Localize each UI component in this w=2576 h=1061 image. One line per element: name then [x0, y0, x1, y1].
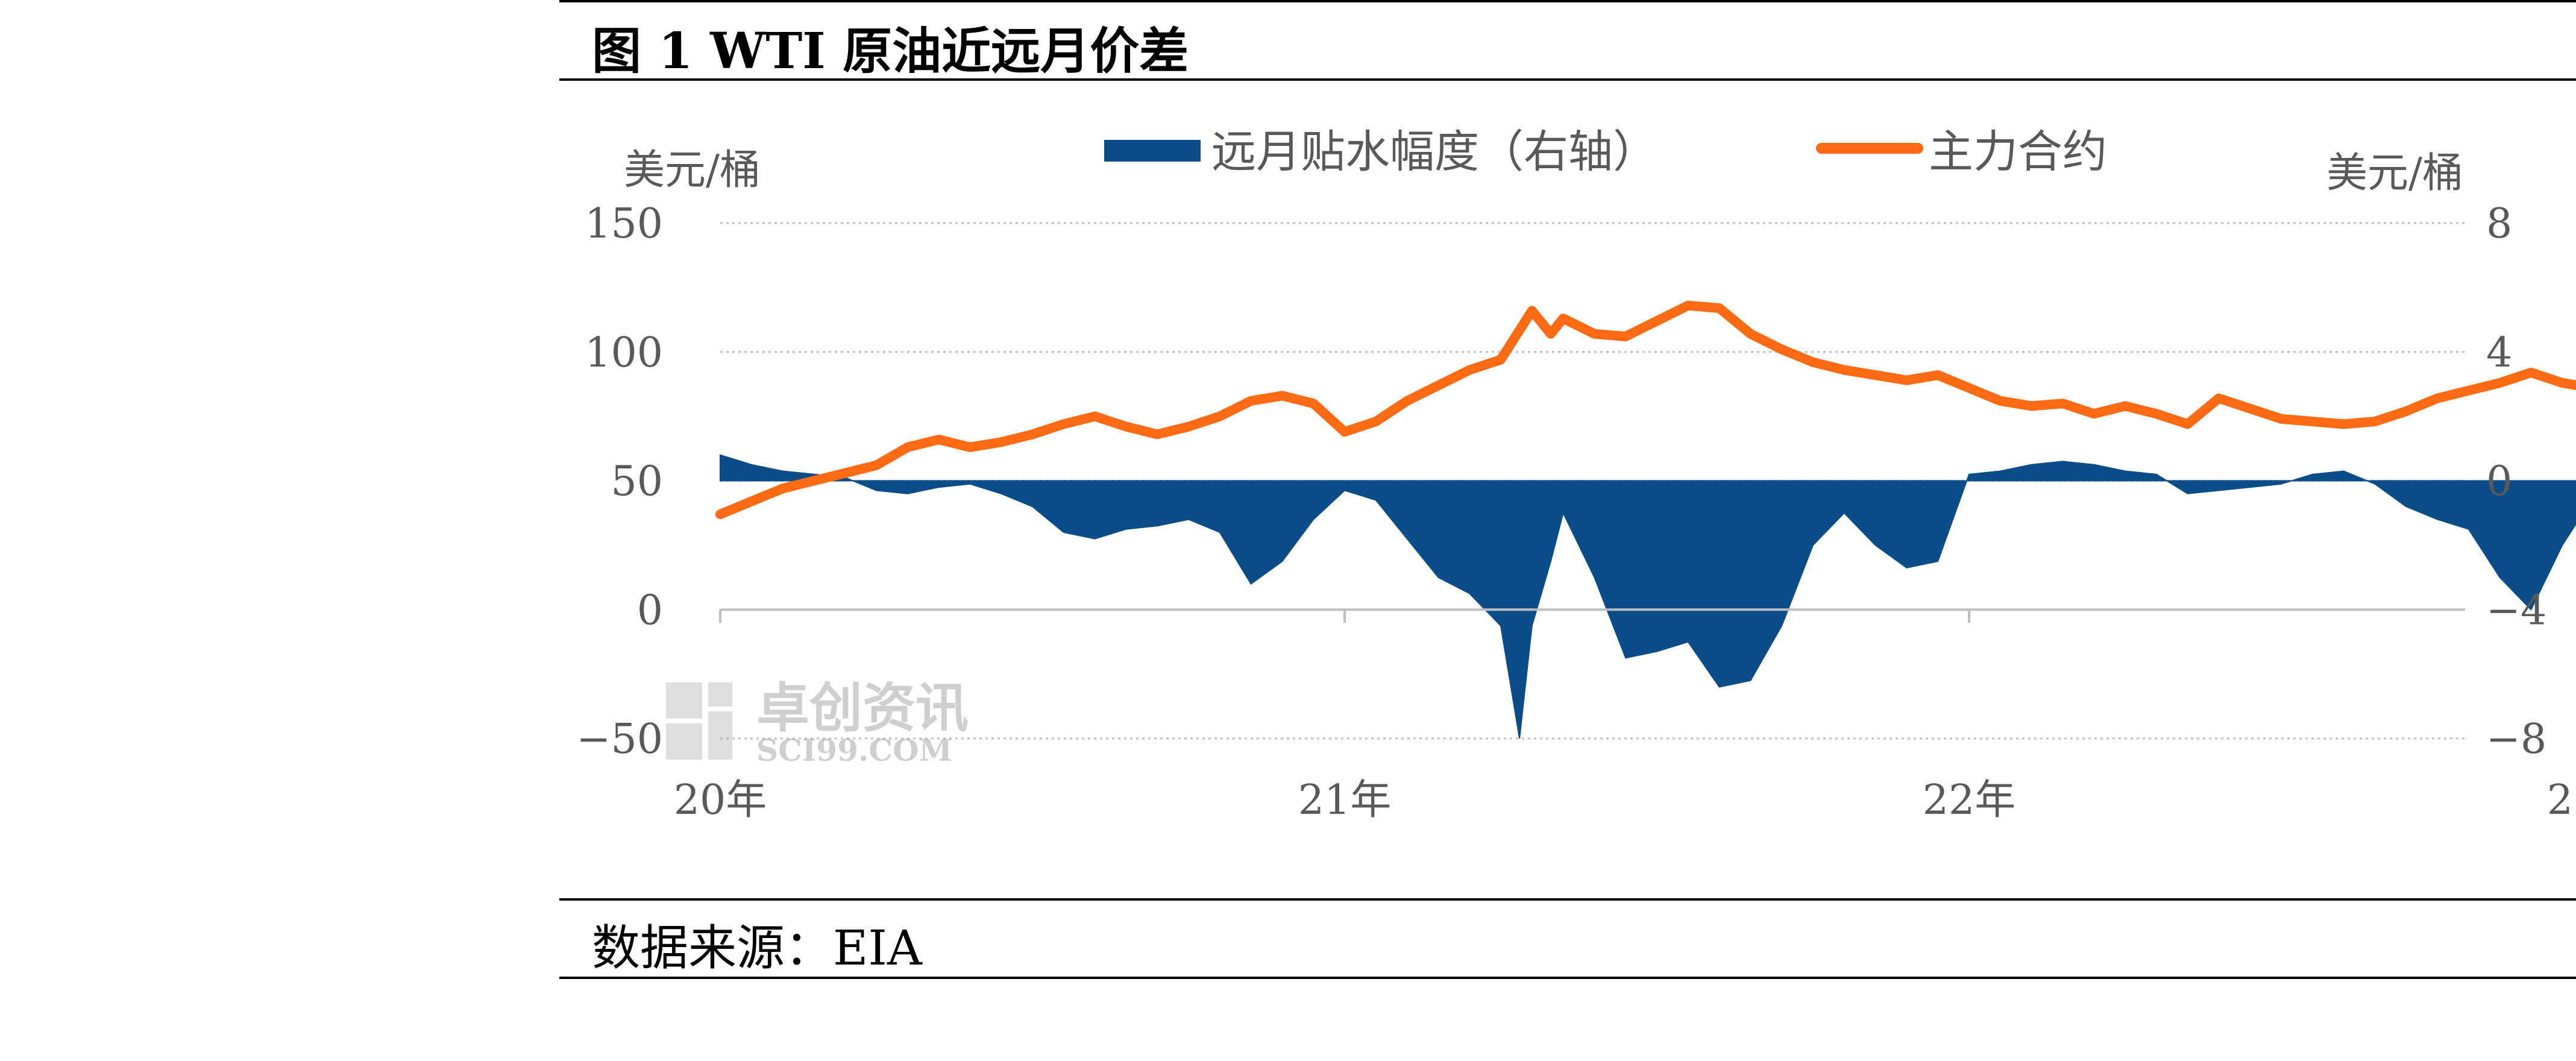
source-note: 数据来源：EIA: [592, 920, 922, 976]
watermark-logo-block: [666, 723, 702, 760]
watermark-site: SCI99.COM: [756, 732, 952, 768]
right-tick-label: −8: [2486, 716, 2546, 763]
legend-label-spread: 远月贴水幅度（右轴）: [1211, 126, 1657, 178]
left-tick-label: 50: [611, 458, 663, 506]
x-tick-label: 22年: [1923, 776, 2016, 824]
watermark-logo-block: [708, 682, 732, 707]
top-rule: [559, 0, 2576, 2]
spread-area-layer: [720, 454, 2576, 739]
price-line: [715, 300, 2576, 520]
right-axis-unit: 美元/桶: [2326, 150, 2463, 197]
left-axis-unit: 美元/桶: [624, 146, 761, 194]
left-tick-label: −50: [576, 716, 663, 763]
figure-title: 图 1 WTI 原油近远月价差: [592, 22, 1189, 80]
right-tick-label: −4: [2486, 587, 2546, 634]
right-tick-label: 4: [2486, 329, 2512, 377]
left-tick-label: 0: [637, 587, 663, 634]
watermark-brand: 卓创资讯: [756, 677, 969, 739]
right-tick-label: 0: [2486, 458, 2512, 506]
source-rule-bottom: [559, 977, 2576, 979]
price-line-layer: [715, 300, 2576, 520]
x-tick-label: 21年: [1298, 776, 1392, 824]
legend-bar-marker: [1104, 140, 1201, 162]
left-tick-label: 150: [585, 200, 663, 248]
watermark-logo-block: [708, 711, 732, 760]
left-tick-label: 100: [585, 329, 663, 377]
title-rule: [559, 78, 2576, 81]
watermark-logo-block: [666, 682, 702, 719]
spread-area: [720, 454, 2576, 739]
watermark: 卓创资讯 SCI99.COM: [666, 677, 969, 768]
legend-label-price: 主力合约: [1929, 126, 2107, 178]
x-tick-label: 20年: [674, 776, 767, 824]
legend: 远月贴水幅度（右轴） 主力合约: [1104, 126, 2107, 178]
source-rule-top: [559, 898, 2576, 901]
x-tick-label: 23年: [2547, 776, 2576, 824]
right-tick-label: 8: [2486, 200, 2512, 248]
axis-layer: 150 100 50 0 −50 8 4 0 −4 −8 20年 21年 22年 23年: [576, 200, 2576, 824]
